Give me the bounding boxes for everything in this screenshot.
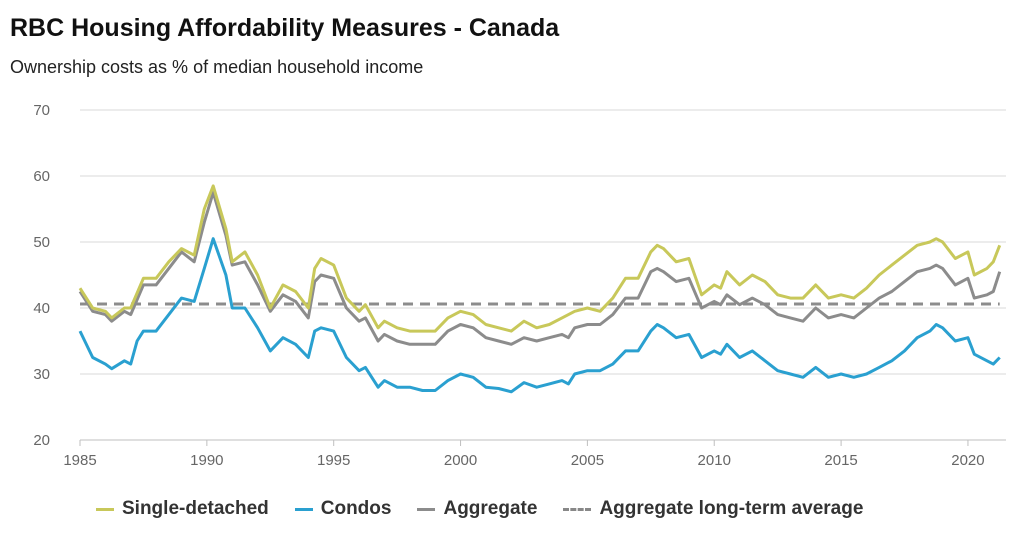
legend-item-aggregate: Aggregate bbox=[417, 498, 537, 520]
series-line-single-detached bbox=[78, 184, 1002, 333]
legend: Single-detached Condos Aggregate Aggrega… bbox=[96, 498, 889, 520]
x-tick-label: 2000 bbox=[444, 452, 477, 469]
legend-swatch-long-term-average bbox=[563, 507, 592, 511]
x-axis-ticks: 1985 1990 1995 2000 2005 2010 2015 2020 bbox=[63, 440, 985, 469]
legend-item-condos: Condos bbox=[294, 498, 392, 520]
y-tick-label: 50 bbox=[33, 234, 50, 251]
legend-swatch-single-detached bbox=[96, 507, 114, 511]
legend-item-long-term-average: Aggregate long-term average bbox=[563, 498, 863, 520]
x-tick-label: 2005 bbox=[571, 452, 604, 469]
gridlines bbox=[80, 109, 1006, 441]
x-tick-label: 1995 bbox=[317, 452, 350, 469]
y-tick-label: 70 bbox=[33, 102, 50, 119]
chart-title: RBC Housing Affordability Measures - Can… bbox=[10, 14, 560, 42]
legend-swatch-condos bbox=[294, 507, 313, 511]
x-tick-label: 2015 bbox=[824, 452, 857, 469]
x-tick-label: 2020 bbox=[951, 452, 984, 469]
x-tick-label: 1985 bbox=[63, 452, 96, 469]
x-tick-label: 1990 bbox=[190, 452, 223, 469]
chart-subtitle: Ownership costs as % of median household… bbox=[10, 57, 424, 77]
series-line-aggregate bbox=[78, 191, 1002, 346]
legend-swatch-aggregate bbox=[417, 507, 436, 511]
legend-item-single-detached: Single-detached bbox=[96, 498, 269, 520]
legend-label-aggregate: Aggregate bbox=[443, 498, 538, 519]
y-axis-ticks: 20 30 40 50 60 70 bbox=[33, 102, 50, 449]
legend-label-single-detached: Single-detached bbox=[122, 498, 269, 519]
legend-label-condos: Condos bbox=[320, 498, 392, 519]
series-line-condos bbox=[78, 237, 1001, 394]
y-tick-label: 30 bbox=[33, 366, 50, 383]
y-tick-label: 20 bbox=[33, 432, 50, 449]
y-tick-label: 60 bbox=[33, 168, 50, 185]
series-lines bbox=[78, 184, 1002, 394]
y-tick-label: 40 bbox=[33, 300, 50, 317]
legend-label-long-term-average: Aggregate long-term average bbox=[599, 498, 864, 519]
x-tick-label: 2010 bbox=[698, 452, 731, 469]
